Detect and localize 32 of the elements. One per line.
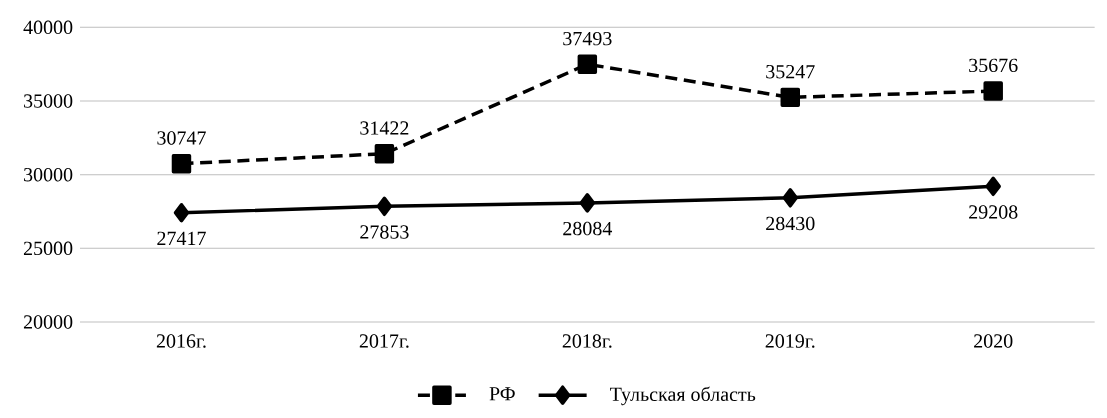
y-tick-label: 20000	[23, 315, 73, 329]
data-label: 27417	[157, 231, 206, 245]
x-tick-label: 2019г.	[765, 334, 815, 348]
data-label: 35247	[766, 65, 815, 79]
point	[985, 176, 1001, 197]
x-tick-label: 2017г.	[359, 334, 409, 348]
y-tick-label: 30000	[24, 167, 73, 182]
data-label: 29208	[969, 205, 1018, 219]
point	[782, 188, 799, 208]
point	[780, 87, 801, 108]
point	[173, 202, 190, 223]
data-label: 28430	[766, 216, 815, 231]
data-label: 37493	[563, 31, 612, 46]
data-label: 28084	[563, 221, 613, 236]
x-tick-label: 2020	[974, 334, 1013, 348]
point	[376, 196, 393, 217]
legend-label: Тульская область	[610, 386, 756, 406]
point	[579, 193, 596, 213]
point	[577, 54, 598, 75]
data-label: 35676	[969, 58, 1018, 73]
data-label: 30747	[157, 131, 206, 145]
data-label: 31422	[360, 121, 409, 135]
y-tick-label: 35000	[24, 94, 73, 108]
y-tick-label: 40000	[23, 20, 73, 35]
point	[374, 143, 395, 164]
legend-label: РФ	[489, 387, 515, 401]
point	[171, 153, 192, 174]
y-tick-label: 25000	[23, 241, 73, 256]
x-tick-label: 2016г.	[156, 334, 206, 348]
data-label: 27853	[360, 225, 409, 239]
x-tick-label: 2018г.	[562, 334, 612, 348]
point	[983, 81, 1003, 101]
